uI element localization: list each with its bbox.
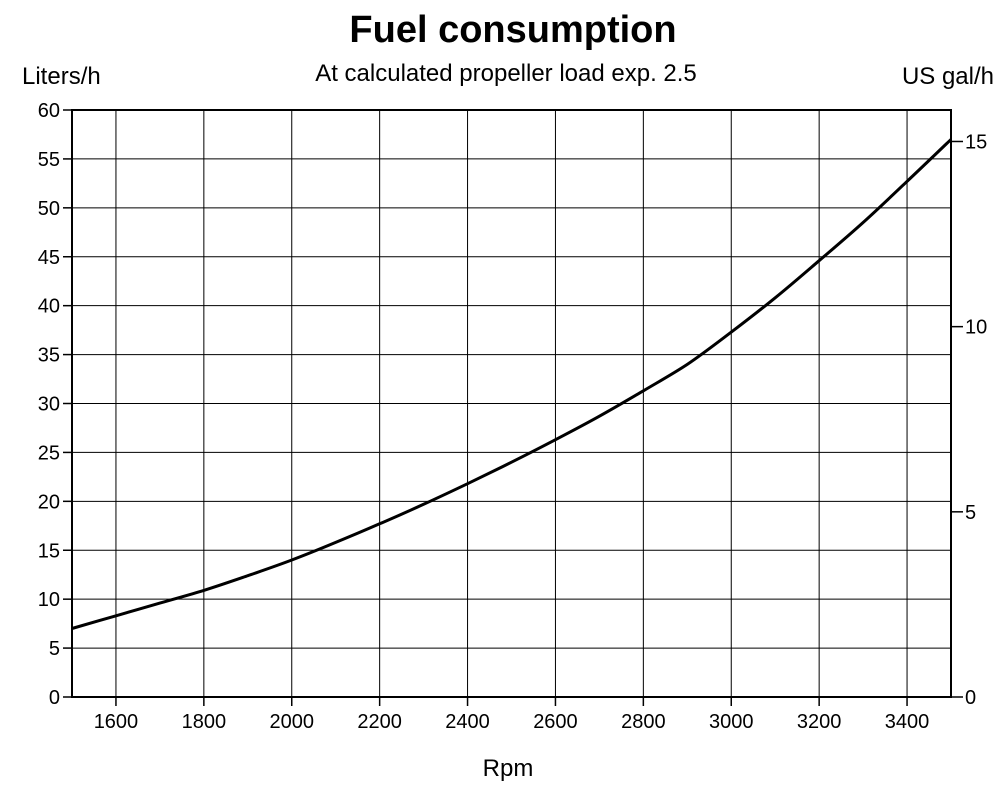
y-left-tick-label: 25 <box>38 442 60 464</box>
y-left-tick-label: 55 <box>38 149 60 171</box>
x-axis-label: Rpm <box>483 755 534 782</box>
y-left-tick-label: 20 <box>38 491 60 513</box>
x-tick-label: 2400 <box>445 711 490 733</box>
y-right-tick-label: 15 <box>965 131 987 153</box>
y-left-tick-label: 60 <box>38 100 60 122</box>
y-left-tick-label: 10 <box>38 589 60 611</box>
series-layer <box>71 138 953 630</box>
chart-subtitle: At calculated propeller load exp. 2.5 <box>315 60 697 87</box>
x-tick-label: 3200 <box>797 711 842 733</box>
y-axis-left-label: Liters/h <box>22 63 101 90</box>
y-left-tick-label: 30 <box>38 394 60 416</box>
y-right-tick-label: 0 <box>965 687 976 709</box>
y-left-tick-label: 15 <box>38 540 60 562</box>
y-axis-right-label: US gal/h <box>902 63 994 90</box>
y-left-tick-label: 0 <box>49 687 60 709</box>
x-tick-label: 2000 <box>270 711 315 733</box>
x-tick-label: 2800 <box>621 711 666 733</box>
y-left-tick-label: 45 <box>38 247 60 269</box>
x-tick-label: 3000 <box>709 711 754 733</box>
grid-layer <box>72 110 951 697</box>
x-tick-label: 3400 <box>885 711 930 733</box>
y-left-tick-label: 5 <box>49 638 60 660</box>
x-tick-label: 1800 <box>182 711 227 733</box>
x-tick-label: 2200 <box>357 711 402 733</box>
ticks-layer: 0 5 10 15 20 25 30 35 40 45 50 55 60 0 5 10 15 1600 1800 20… <box>38 100 988 733</box>
x-tick-label: 2600 <box>533 711 578 733</box>
chart-title: Fuel consumption <box>349 9 676 51</box>
x-tick-label: 1600 <box>94 711 139 733</box>
plot-frame <box>71 109 952 698</box>
y-left-tick-label: 35 <box>38 345 60 367</box>
y-right-tick-label: 10 <box>965 317 987 339</box>
fuel-consumption-line <box>71 138 953 630</box>
y-right-tick-label: 5 <box>965 502 976 524</box>
y-left-tick-label: 50 <box>38 198 60 220</box>
y-left-tick-label: 40 <box>38 296 60 318</box>
